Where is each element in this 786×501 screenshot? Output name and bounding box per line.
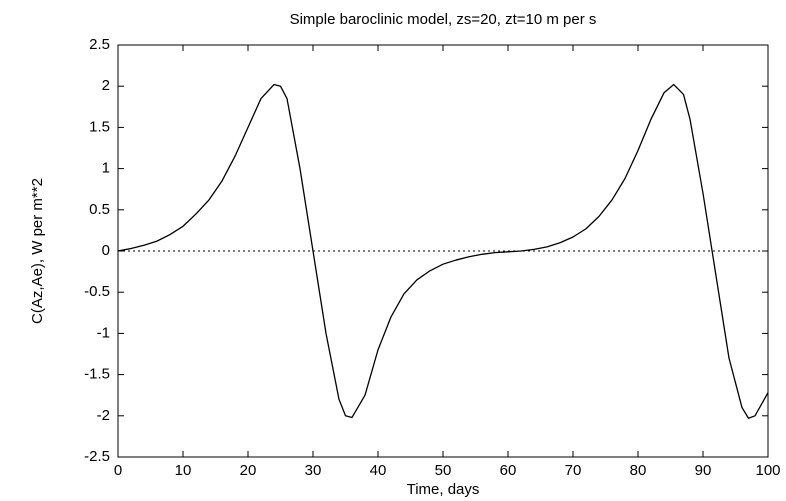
x-tick-label: 50 [435, 462, 452, 479]
y-axis-label: C(Az,Ae), W per m**2 [29, 178, 46, 324]
y-tick-label: 2 [102, 77, 110, 94]
y-tick-label: 0.5 [89, 201, 110, 218]
x-tick-label: 30 [305, 462, 322, 479]
x-tick-label: 10 [175, 462, 192, 479]
x-tick-label: 100 [755, 462, 780, 479]
chart-title: Simple baroclinic model, zs=20, zt=10 m … [290, 11, 597, 28]
x-tick-label: 40 [370, 462, 387, 479]
x-tick-label: 70 [565, 462, 582, 479]
y-tick-label: 1.5 [89, 118, 110, 135]
y-tick-label: 1 [102, 160, 110, 177]
x-tick-label: 80 [630, 462, 647, 479]
y-tick-label: -2.5 [84, 448, 110, 465]
x-tick-label: 90 [695, 462, 712, 479]
x-tick-label: 20 [240, 462, 257, 479]
y-tick-label: -2 [97, 407, 110, 424]
x-tick-label: 0 [114, 462, 122, 479]
x-axis-label: Time, days [407, 481, 480, 498]
y-tick-label: 0 [102, 242, 110, 259]
y-tick-label: -0.5 [84, 283, 110, 300]
x-tick-label: 60 [500, 462, 517, 479]
line-series [117, 83, 769, 419]
y-tick-label: -1.5 [84, 366, 110, 383]
y-tick-label: -1 [97, 324, 110, 341]
y-tick-label: 2.5 [89, 36, 110, 53]
